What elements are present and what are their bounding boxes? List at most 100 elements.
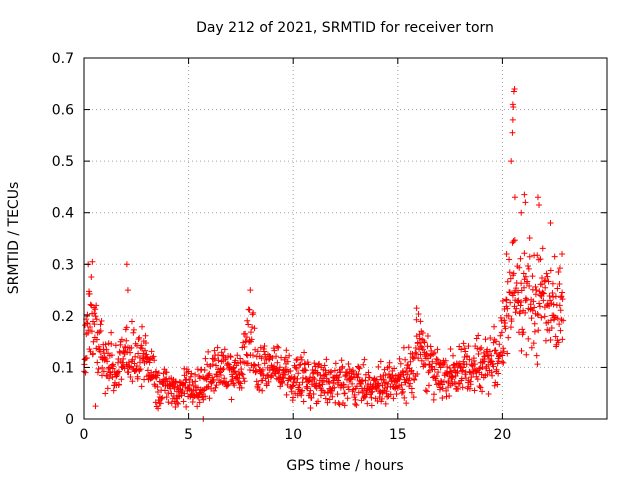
data-point [419,329,426,336]
data-point [548,325,555,332]
data-point [280,375,287,382]
data-point [94,359,101,366]
y-tick-label: 0.7 [52,51,74,67]
data-point [307,374,314,381]
data-point [109,374,116,381]
data-point [148,348,155,355]
data-point [88,328,95,335]
data-point [200,396,207,403]
data-point [144,367,151,374]
data-point [518,347,525,354]
data-point [304,383,311,390]
data-point [353,383,360,390]
y-tick-label: 0.1 [52,360,74,376]
data-point [288,388,295,395]
data-point [559,289,566,296]
data-point [559,250,566,257]
data-point [539,245,546,252]
data-point [499,352,506,359]
x-tick-label: 15 [389,427,407,443]
data-point [237,355,244,362]
data-point [534,252,541,259]
data-point [413,305,420,312]
y-tick-label: 0 [65,412,74,428]
data-point [265,378,272,385]
data-point [195,394,202,401]
data-point [289,383,296,390]
data-point [520,329,527,336]
data-point [500,359,507,366]
data-point [380,376,387,383]
data-point [96,329,103,336]
data-point [238,384,245,391]
data-point [401,394,408,401]
data-point [90,318,97,325]
data-point [382,372,389,379]
data-point [406,375,413,382]
data-point [91,310,98,317]
data-point [341,390,348,397]
data-point [423,388,430,395]
data-point [522,273,529,280]
data-point [549,280,556,287]
data-point [283,347,290,354]
data-point [106,375,113,382]
data-point [97,348,104,355]
data-point [338,365,345,372]
data-point [383,388,390,395]
data-point [102,390,109,397]
data-point [464,352,471,359]
data-point [108,362,115,369]
data-point [229,373,236,380]
data-point [282,354,289,361]
data-point [187,373,194,380]
data-point [93,316,100,323]
data-point [516,264,523,271]
data-point [375,363,382,370]
data-point [536,303,543,310]
data-point [461,345,468,352]
data-point [508,158,515,165]
data-point [530,298,537,305]
data-point [336,401,343,408]
data-point [491,382,498,389]
data-point [545,278,552,285]
data-point [299,374,306,381]
data-point [159,394,166,401]
data-point [509,116,516,123]
data-point [557,307,564,314]
data-point [254,348,261,355]
data-point [87,323,94,330]
data-point [511,194,518,201]
data-point [138,383,145,390]
data-point [120,355,127,362]
data-point [368,389,375,396]
data-point [283,391,290,398]
data-point [105,340,112,347]
data-point [188,370,195,377]
data-point [530,340,537,347]
data-point [521,250,528,257]
data-point [311,376,318,383]
data-point [399,386,406,393]
data-point [252,362,259,369]
data-point [345,361,352,368]
data-point [538,314,545,321]
data-point [351,391,358,398]
y-tick-label: 0.3 [52,257,74,273]
data-point [172,404,179,411]
data-point [192,378,199,385]
data-point [381,384,388,391]
data-point [558,293,565,300]
data-point [242,330,249,337]
data-point [547,297,554,304]
data-point [435,369,442,376]
data-point [296,381,303,388]
data-point [295,370,302,377]
data-point [434,356,441,363]
data-point [120,348,127,355]
data-point [481,353,488,360]
data-point [293,357,300,364]
data-point [476,383,483,390]
data-point [163,369,170,376]
